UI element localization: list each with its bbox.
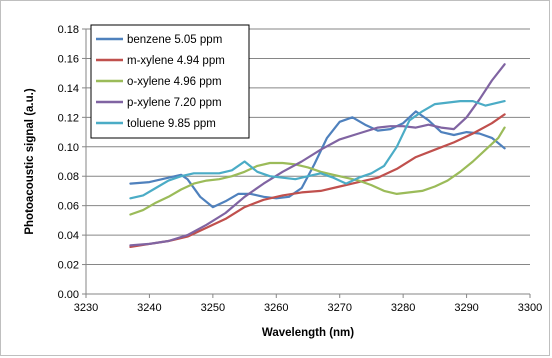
legend-entry: benzene 5.05 ppm — [127, 34, 222, 46]
series-line — [129, 110, 506, 209]
y-tick-label: 0.18 — [58, 24, 79, 36]
x-tick-label: 3260 — [264, 302, 288, 314]
y-tick-label: 0.10 — [58, 142, 79, 154]
y-tick-label: 0.06 — [58, 201, 79, 213]
x-axis-title: Wavelength (nm) — [262, 327, 354, 339]
series-line — [129, 99, 506, 200]
legend-entry: toluene 9.85 ppm — [127, 118, 216, 130]
y-tick-label: 0.12 — [58, 112, 79, 124]
x-tick-label: 3230 — [74, 302, 98, 314]
legend-entry: o-xylene 4.96 ppm — [127, 76, 222, 88]
legend-entry: m-xylene 4.94 ppm — [127, 55, 225, 67]
y-tick-label: 0.14 — [58, 83, 79, 95]
x-tick-label: 3280 — [391, 302, 415, 314]
y-axis-title: Photoacoustic signal (a.u.) — [24, 88, 36, 234]
x-tick-label: 3250 — [201, 302, 225, 314]
y-tick-label: 0.08 — [58, 171, 79, 183]
series-line — [129, 63, 506, 247]
y-tick-label: 0.04 — [58, 230, 79, 242]
x-tick-label: 3290 — [454, 302, 478, 314]
series-line — [129, 113, 506, 248]
y-tick-label: 0.16 — [58, 53, 79, 65]
x-tick-label: 3300 — [518, 302, 542, 314]
y-tick-label: 0.02 — [58, 260, 79, 272]
series-line — [129, 126, 506, 216]
y-tick-label: 0.00 — [58, 289, 79, 301]
x-tick-label: 3270 — [327, 302, 351, 314]
legend-entry: p-xylene 7.20 ppm — [127, 97, 222, 109]
x-tick-label: 3240 — [137, 302, 161, 314]
